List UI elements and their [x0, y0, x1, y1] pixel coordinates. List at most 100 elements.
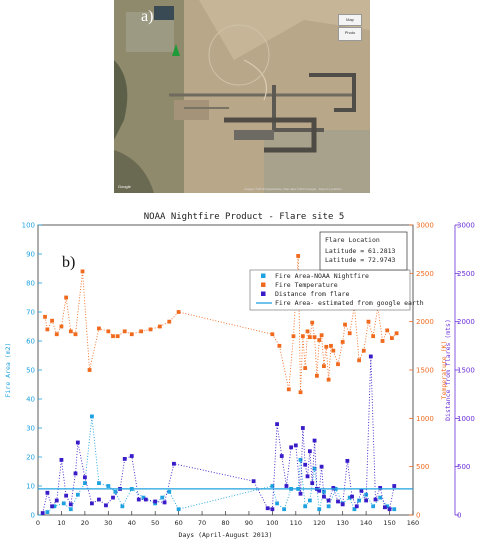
x-tick-label: 160: [407, 519, 419, 527]
data-point: [305, 329, 310, 334]
chart-svg: NOAA Nightfire Product - Flare site 5 b)…: [4, 212, 475, 539]
data-point: [317, 488, 322, 493]
data-point: [331, 348, 336, 353]
x-tick-label: 100: [266, 519, 278, 527]
left-axis-label: Fire Area (m2): [4, 343, 12, 398]
data-point: [296, 254, 301, 258]
data-point: [293, 443, 298, 448]
data-point: [111, 495, 115, 500]
data-point: [122, 329, 127, 334]
data-point: [324, 344, 329, 349]
data-point: [162, 500, 167, 505]
data-point: [90, 501, 94, 506]
data-point: [61, 501, 66, 506]
data-point: [359, 488, 364, 493]
left-tick-label: 90: [26, 251, 35, 259]
series-line: [42, 356, 395, 514]
data-point: [73, 332, 78, 337]
photo-view-button[interactable]: Photo: [338, 27, 362, 41]
left-tick-label: 100: [22, 222, 35, 230]
annotation-line: Latitude = 61.2813: [325, 247, 396, 255]
data-point: [167, 319, 172, 324]
data-point: [282, 507, 286, 512]
data-point: [291, 334, 296, 339]
data-point: [303, 504, 308, 509]
satellite-map-panel[interactable]: Map Photo Google Imagery ©2013 DigitalGl…: [114, 0, 370, 193]
data-point: [50, 504, 54, 509]
left-tick-label: 30: [26, 425, 35, 433]
data-point: [265, 506, 270, 511]
data-point: [289, 445, 294, 450]
data-point: [277, 343, 282, 348]
data-point: [129, 454, 134, 458]
data-point: [157, 324, 162, 329]
data-point: [387, 507, 392, 512]
data-point: [319, 464, 324, 469]
temp-tick-label: 0: [416, 512, 420, 520]
data-point: [357, 498, 361, 503]
data-point: [97, 326, 101, 331]
data-point: [378, 486, 383, 490]
data-point: [312, 438, 317, 443]
data-point: [368, 354, 373, 359]
data-point: [307, 498, 312, 503]
data-point: [73, 471, 78, 476]
data-point: [322, 364, 326, 369]
data-point: [310, 320, 315, 325]
distance-tick-label: 1500: [457, 367, 475, 375]
left-tick-label: 40: [26, 396, 35, 404]
data-point: [343, 322, 347, 327]
data-point: [303, 366, 308, 370]
data-point: [298, 390, 303, 395]
data-point: [286, 387, 291, 392]
data-point: [310, 481, 315, 485]
data-point: [366, 319, 371, 324]
data-point: [347, 495, 352, 500]
distance-tick-label: 2000: [457, 318, 475, 326]
data-point: [322, 489, 326, 494]
data-point: [307, 449, 312, 454]
data-point: [315, 373, 319, 378]
x-tick-label: 60: [174, 519, 182, 527]
data-point: [153, 499, 158, 504]
legend-label: Fire Area-NOAA Nightfire: [275, 272, 369, 280]
data-point: [54, 332, 59, 337]
data-point: [120, 504, 125, 509]
data-point: [305, 474, 310, 479]
data-point: [270, 484, 275, 488]
data-point: [143, 497, 148, 502]
data-point: [45, 327, 50, 332]
x-tick-label: 30: [104, 519, 112, 527]
chart-title: NOAA Nightfire Product - Flare site 5: [144, 212, 344, 222]
data-point: [336, 362, 340, 367]
legend-box: [249, 269, 411, 311]
satellite-imagery: [114, 0, 370, 193]
map-view-button[interactable]: Map: [338, 14, 362, 26]
x-tick-label: 40: [128, 519, 136, 527]
x-tick-label: 140: [360, 519, 372, 527]
temp-tick-label: 500: [416, 463, 429, 471]
x-tick-label: 120: [313, 519, 325, 527]
data-point: [68, 329, 73, 334]
data-point: [392, 507, 397, 512]
data-point: [317, 338, 322, 342]
axes-group: 0 10 20 30 40 50 60 70 80 90 100 110 120 130 140 150 160…: [4, 222, 475, 528]
data-point: [141, 495, 146, 500]
data-point: [385, 328, 390, 333]
temp-tick-label: 3000: [416, 222, 434, 230]
data-point: [45, 510, 50, 514]
left-tick-label: 50: [26, 367, 35, 375]
data-point: [270, 507, 275, 512]
data-point: [172, 461, 176, 466]
data-point: [115, 334, 120, 339]
data-point: [329, 343, 333, 348]
data-point: [352, 507, 357, 512]
data-point: [75, 492, 80, 497]
data-point: [167, 489, 172, 494]
data-point: [68, 502, 73, 507]
data-point: [129, 332, 134, 337]
x-tick-label: 90: [245, 519, 253, 527]
data-point: [90, 414, 94, 419]
data-point: [97, 497, 101, 502]
